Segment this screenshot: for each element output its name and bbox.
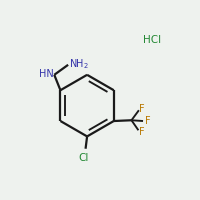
- Text: F: F: [145, 116, 151, 126]
- Text: F: F: [139, 127, 145, 137]
- Text: F: F: [139, 104, 145, 114]
- Text: HN: HN: [39, 69, 53, 79]
- Text: Cl: Cl: [78, 153, 88, 163]
- Text: HCl: HCl: [143, 35, 161, 45]
- Text: NH$_2$: NH$_2$: [69, 57, 89, 71]
